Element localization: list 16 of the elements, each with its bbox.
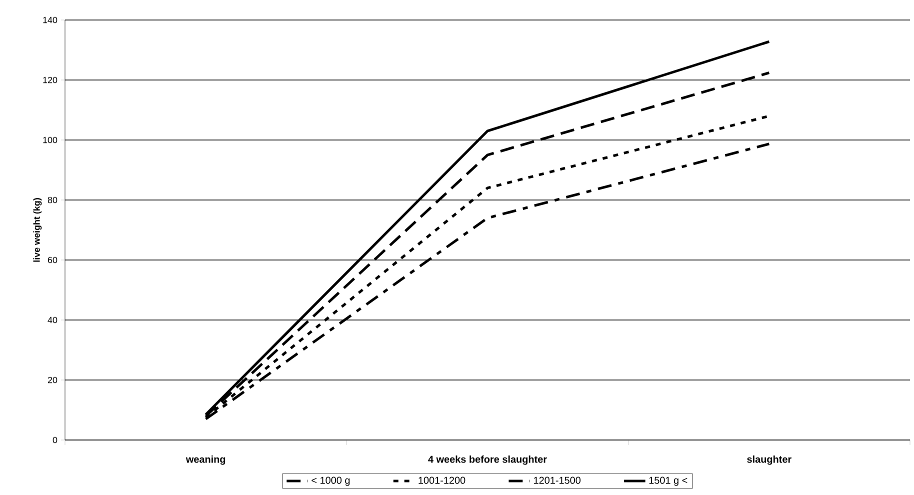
y-tick-label: 120 [43,76,58,84]
legend-label: < 1000 g [312,476,350,486]
x-tick-label: 4 weeks before slaughter [428,455,547,465]
legend-label: 1501 g < [649,476,688,486]
legend-label: 1201-1500 [534,476,581,484]
y-tick-label: 80 [48,196,58,204]
y-axis-title: live weight (kg) [33,198,42,262]
y-tick-label: 40 [48,316,58,324]
y-tick-label: 60 [48,256,58,264]
y-tick-label: 20 [48,376,58,384]
x-tick-label: weaning [186,455,226,465]
y-tick-label: 0 [52,436,58,444]
y-tick-label: 100 [43,136,58,144]
legend-label: 1001-1200 [418,476,466,484]
y-tick-label: 140 [43,16,58,24]
x-tick-label: slaughter [747,455,792,465]
